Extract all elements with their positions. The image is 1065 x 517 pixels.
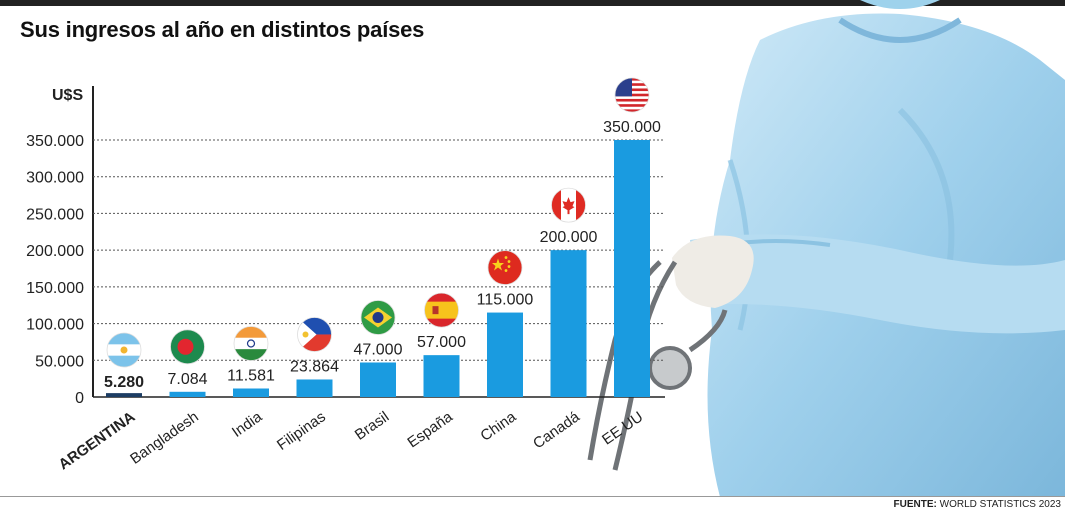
value-label: 57.000 [417, 334, 466, 351]
category-label: Filipinas [274, 408, 329, 453]
value-label: 11.581 [227, 367, 275, 384]
chart-title: Sus ingresos al año en distintos países [20, 17, 425, 42]
category-label: Bangladesh [127, 408, 202, 467]
grid-layer: 0 50.000 100.000 150.000 200.000 250.000 300.0… [26, 133, 665, 407]
india-flag-icon [233, 326, 269, 361]
flag-layer [106, 77, 650, 368]
y-tick-label: 250.000 [26, 206, 84, 223]
bar-india [233, 388, 269, 397]
value-label: 47.000 [354, 341, 403, 358]
y-tick-label: 300.000 [26, 170, 84, 187]
y-tick-label: 150.000 [26, 280, 84, 297]
category-label: China [477, 408, 519, 445]
value-label: 5.280 [104, 374, 144, 391]
china-flag-icon [487, 250, 523, 285]
y-tick-label: 200.000 [26, 243, 84, 260]
spain-flag-icon [424, 292, 459, 328]
value-label: 200.000 [540, 229, 598, 246]
canada-flag-icon [551, 187, 586, 223]
bar-bangladesh [169, 391, 206, 397]
philippines-flag-icon [297, 317, 332, 352]
bar-layer [106, 140, 650, 397]
brazil-flag-icon [360, 300, 396, 335]
category-label: España [404, 408, 456, 451]
bar-ee-uu [614, 140, 650, 397]
category-label: Canadá [530, 408, 583, 452]
top-rule [0, 0, 1065, 6]
source-prefix: FUENTE: [893, 499, 937, 510]
value-label: 23.864 [290, 358, 339, 375]
value-label: 7.084 [167, 371, 207, 388]
bar-españa [423, 355, 460, 397]
bar-china [487, 312, 523, 397]
bar-brasil [360, 362, 396, 397]
source-text: WORLD STATISTICS 2023 [936, 499, 1061, 510]
usa-flag-icon [614, 77, 650, 113]
y-tick-label: 0 [75, 390, 84, 407]
y-tick-label: 50.000 [35, 353, 84, 370]
doctor-illustration [587, 0, 1065, 497]
bangladesh-flag-icon [170, 329, 205, 365]
bar-filipinas [296, 379, 333, 397]
value-label: 115.000 [477, 292, 534, 309]
bar-argentina [106, 393, 142, 397]
source-note: FUENTE: WORLD STATISTICS 2023 [894, 499, 1061, 510]
bar-canadá [550, 250, 587, 397]
category-label: Brasil [352, 408, 392, 443]
y-tick-label: 100.000 [26, 317, 84, 334]
argentina-flag-icon [106, 332, 142, 368]
value-label: 350.000 [603, 119, 661, 136]
y-axis-title: U$S [52, 87, 83, 104]
y-tick-label: 350.000 [26, 133, 84, 150]
category-label: ARGENTINA [55, 408, 138, 473]
footer-rule [0, 496, 1065, 497]
category-label: India [229, 408, 266, 441]
